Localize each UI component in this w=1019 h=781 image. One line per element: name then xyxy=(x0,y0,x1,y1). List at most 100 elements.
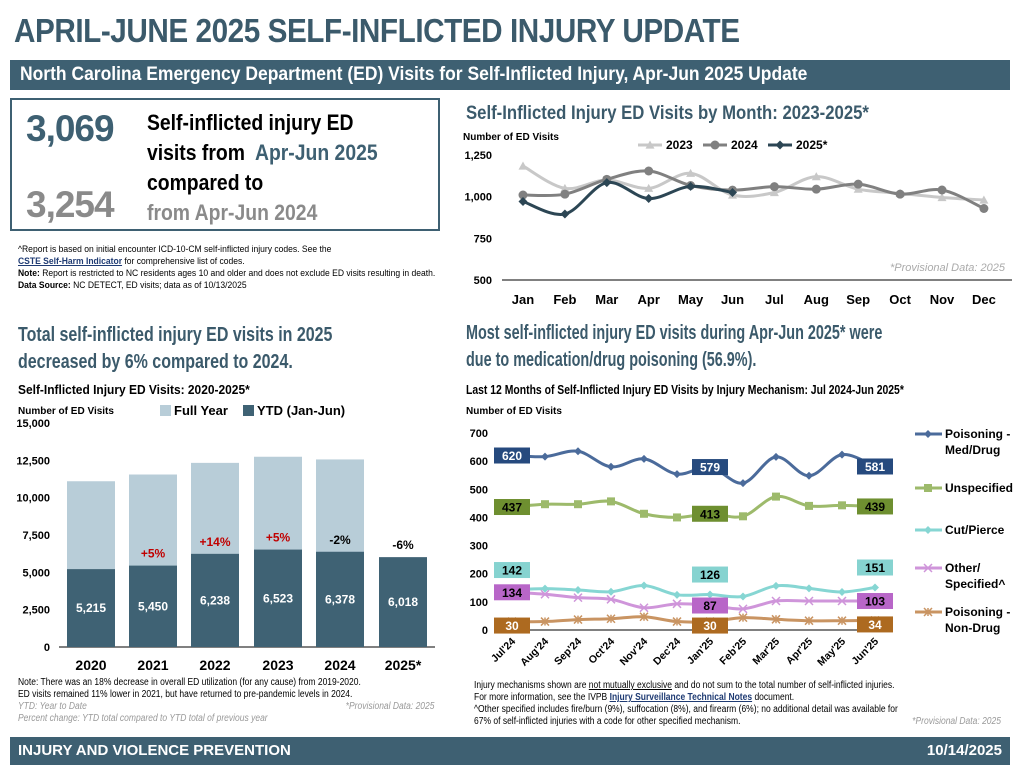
left-headline-1: Total self-inflicted injury ED visits in… xyxy=(18,324,333,346)
right-headline: Most self-inflicted injury ED visits dur… xyxy=(466,320,882,374)
data-point xyxy=(560,189,570,199)
ytd-note: YTD: Year to Date xyxy=(18,701,87,712)
pct-change-label: +5% xyxy=(141,547,166,561)
left-headline-2: decreased by 6% compared to 2024. xyxy=(18,351,293,373)
y-axis-label: Number of ED Visits xyxy=(466,406,562,417)
data-point xyxy=(937,193,947,202)
mechanism-notes: Injury mechanisms shown are not mutually… xyxy=(474,680,1001,728)
data-point xyxy=(772,581,780,590)
data-point xyxy=(672,599,682,609)
mech-note-3: ^Other specified includes fire/burn (9%)… xyxy=(474,704,898,715)
data-point xyxy=(606,594,616,604)
bar-ytd xyxy=(67,569,115,647)
data-point xyxy=(574,447,582,456)
data-label: 151 xyxy=(865,561,885,575)
legend-label: 2024 xyxy=(731,138,758,152)
technical-notes-link[interactable]: Injury Surveillance Technical Notes xyxy=(609,692,753,703)
data-point xyxy=(811,184,821,194)
data-label-box xyxy=(857,458,893,475)
provisional-note: *Provisional Data: 2025 xyxy=(912,716,1001,727)
data-point xyxy=(639,612,649,622)
bar-note-1: Note: There was an 18% decrease in overa… xyxy=(18,677,361,688)
data-point xyxy=(871,583,879,592)
data-point xyxy=(924,430,932,438)
x-tick-label: Jul xyxy=(765,292,784,307)
mech-note: and do not sum to the total number of se… xyxy=(671,680,895,691)
data-point xyxy=(640,581,648,590)
data-point xyxy=(805,584,813,593)
kpi-line3: compared to xyxy=(147,170,264,195)
x-tick-label: May xyxy=(678,292,704,307)
data-label-box xyxy=(857,593,893,610)
subtitle-banner: North Carolina Emergency Department (ED)… xyxy=(10,60,1010,90)
bar-ytd xyxy=(316,551,364,647)
data-point xyxy=(739,479,747,488)
footer-bar: INJURY AND VIOLENCE PREVENTION 10/14/202… xyxy=(10,737,1010,765)
data-point xyxy=(706,590,714,599)
data-point xyxy=(924,526,932,534)
bar-value-label: 5,215 xyxy=(76,601,106,615)
mechanism-chart-title: Last 12 Months of Self-Inflicted Injury … xyxy=(466,382,904,397)
cste-link[interactable]: CSTE Self-Harm Indicator xyxy=(18,256,123,267)
data-point xyxy=(805,501,813,510)
y-tick-label: 400 xyxy=(470,512,488,524)
data-point xyxy=(895,189,905,199)
data-point xyxy=(639,603,649,613)
data-point xyxy=(837,596,847,606)
mech-note: For more information, see the IVPB xyxy=(474,692,610,703)
x-tick-label: Dec'24 xyxy=(651,636,683,668)
x-tick-label: Feb'25 xyxy=(717,636,749,668)
x-tick-label: Mar'25 xyxy=(750,636,782,668)
data-label: 437 xyxy=(502,501,522,515)
data-point xyxy=(640,454,648,463)
data-label: 142 xyxy=(502,564,522,578)
y-tick-label: 15,000 xyxy=(16,418,50,430)
x-tick-label: Sep'24 xyxy=(552,636,584,668)
data-label: 30 xyxy=(505,619,519,633)
data-label-box xyxy=(494,447,530,464)
data-point xyxy=(739,512,747,521)
data-point xyxy=(518,161,528,170)
data-label: 579 xyxy=(700,461,720,475)
data-point xyxy=(771,614,781,624)
legend-label: Poisoning - xyxy=(945,427,1010,441)
data-label-box xyxy=(692,597,728,614)
data-point xyxy=(607,462,615,471)
data-point xyxy=(772,452,780,461)
legend-swatch xyxy=(243,405,254,416)
current-value: 3,069 xyxy=(26,108,115,149)
mechanism-line-chart: Number of ED Visits 0 100 200 300 400 500 600 70… xyxy=(466,406,1013,669)
data-point xyxy=(541,452,549,461)
previous-value: 3,254 xyxy=(26,184,115,225)
legend-swatch xyxy=(160,405,171,416)
note-text: Report is restricted to NC residents age… xyxy=(39,268,436,279)
data-label: 87 xyxy=(703,599,717,613)
footer-date: 10/14/2025 xyxy=(926,742,1002,759)
x-tick-label: Nov xyxy=(930,292,955,307)
mech-note-underline: not mutually exclusive xyxy=(588,680,672,691)
y-axis-label: Number of ED Visits xyxy=(463,132,559,143)
data-point xyxy=(518,190,528,200)
y-tick-label: 10,000 xyxy=(16,493,50,505)
data-point xyxy=(574,586,582,595)
x-tick-label: 2020 xyxy=(75,657,106,673)
data-label-box xyxy=(857,559,893,576)
y-tick-label: 5,000 xyxy=(22,567,50,579)
bar-chart-notes: Note: There was an 18% decrease in overa… xyxy=(18,677,435,725)
x-tick-label: Aug'24 xyxy=(518,636,551,669)
legend-label: 2025* xyxy=(796,138,828,152)
data-label: 34 xyxy=(868,618,882,632)
x-tick-label: Dec xyxy=(972,292,996,307)
kpi-line2-pre: visits from xyxy=(147,140,245,165)
data-point xyxy=(540,589,550,599)
provisional-annotation: *Provisional Data: 2025 xyxy=(890,262,1006,274)
mech-note-4: 67% of self-inflicted injuries with a co… xyxy=(474,716,741,727)
legend-label: YTD (Jan-Jun) xyxy=(257,403,345,418)
bar-ytd xyxy=(254,549,302,647)
data-point xyxy=(645,140,655,149)
data-point xyxy=(853,179,863,189)
data-label: 413 xyxy=(700,507,720,521)
data-point xyxy=(686,181,696,191)
data-point xyxy=(574,500,582,509)
footer-org: INJURY AND VIOLENCE PREVENTION xyxy=(18,742,291,759)
